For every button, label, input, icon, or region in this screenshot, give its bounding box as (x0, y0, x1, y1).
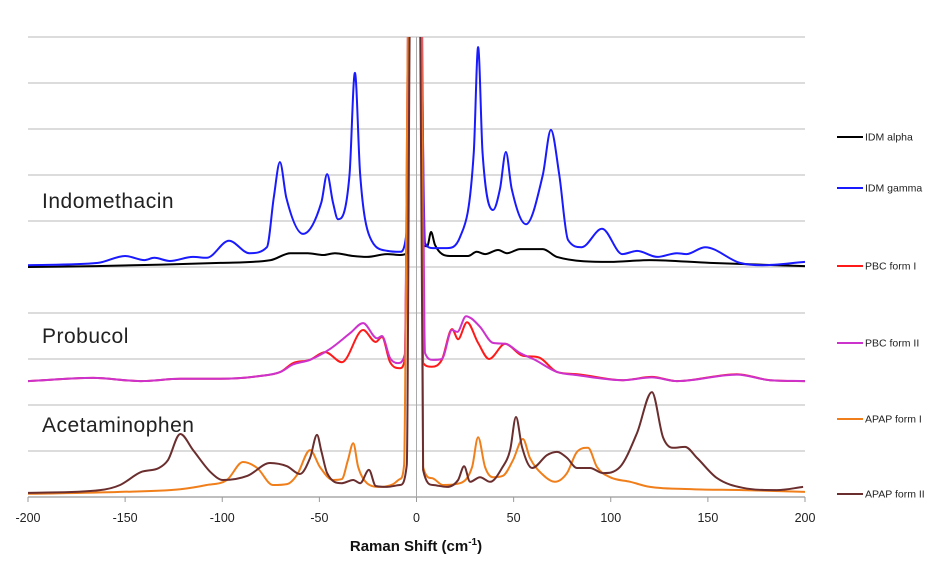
annotation-acetaminophen: Acetaminophen (42, 414, 194, 437)
legend-item-idm-alpha: IDM alpha (837, 132, 913, 144)
series-lines (28, 37, 806, 495)
legend-label: IDM alpha (865, 132, 913, 144)
x-tick-label: -50 (310, 511, 328, 525)
legend-label: IDM gamma (865, 183, 922, 195)
legend: IDM alpha IDM gamma PBC form I PBC form II A… (837, 132, 925, 501)
legend-item-pbc-form-ii: PBC form II (837, 338, 919, 350)
x-tick-label: -100 (210, 511, 235, 525)
x-tick-label: 200 (795, 511, 816, 525)
legend-label: APAP form II (865, 489, 925, 501)
legend-item-idm-gamma: IDM gamma (837, 183, 922, 195)
x-axis-title: Raman Shift (cm-1) (350, 537, 482, 555)
legend-label: PBC form II (865, 338, 919, 350)
x-tick-labels: -200 -150 -100 -50 0 50 100 150 200 (15, 497, 815, 525)
legend-item-pbc-form-i: PBC form I (837, 261, 916, 273)
x-tick-label: -200 (15, 511, 40, 525)
legend-label: PBC form I (865, 261, 916, 273)
x-tick-label: 100 (600, 511, 621, 525)
series-line-apap-form-i (28, 37, 806, 495)
annotation-indomethacin: Indomethacin (42, 190, 174, 213)
legend-item-apap-form-i: APAP form I (837, 414, 922, 426)
x-tick-label: 150 (697, 511, 718, 525)
legend-label: APAP form I (865, 414, 922, 426)
series-line-apap-form-ii (28, 37, 804, 494)
x-tick-label: 0 (413, 511, 420, 525)
series-line-pbc-form-ii (28, 37, 806, 383)
x-tick-label: -150 (113, 511, 138, 525)
annotation-probucol: Probucol (42, 325, 129, 348)
series-line-idm-gamma (28, 37, 806, 267)
legend-item-apap-form-ii: APAP form II (837, 489, 925, 501)
x-tick-label: 50 (507, 511, 521, 525)
